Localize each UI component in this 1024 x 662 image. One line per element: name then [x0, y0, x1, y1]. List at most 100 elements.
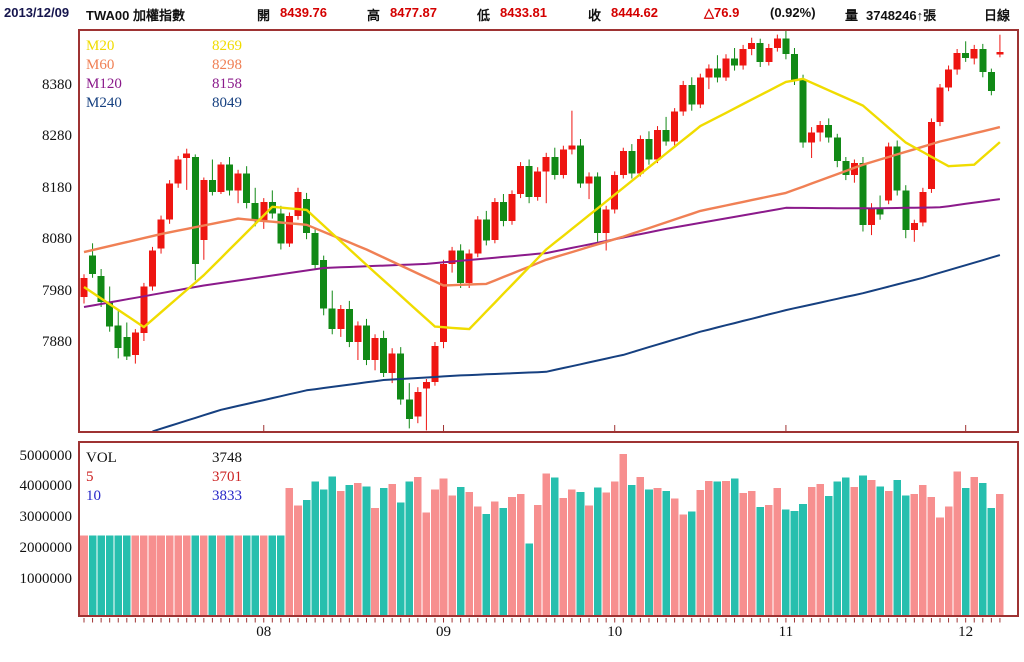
volume-bar — [713, 481, 722, 615]
volume-bar — [859, 475, 867, 615]
volume-bar — [551, 477, 559, 615]
candle-body — [731, 58, 739, 66]
candle-body — [773, 38, 781, 48]
volume-bar — [996, 494, 1004, 615]
volume-bar — [765, 504, 773, 615]
volume-bar — [174, 535, 182, 615]
candle-body — [782, 38, 790, 55]
volume-bar — [927, 497, 936, 615]
volume-bar — [285, 487, 294, 615]
candle-body — [756, 42, 764, 62]
volume-bar — [328, 476, 336, 615]
volume-bar — [568, 489, 576, 615]
ma-legend-row-value: 8298 — [212, 57, 242, 73]
volume-bar — [619, 454, 628, 615]
candle-body — [328, 308, 336, 330]
m20-line — [83, 77, 1001, 331]
m60-line — [83, 125, 1001, 287]
m240-line — [152, 254, 1001, 431]
candle-body — [542, 157, 550, 172]
volume-bar — [593, 487, 602, 615]
candle-body — [696, 77, 704, 105]
month-axis-label: 10 — [607, 624, 623, 640]
candle-body — [927, 122, 935, 189]
candle-body — [688, 85, 696, 105]
candle-body — [713, 68, 721, 78]
ma-legend-row-label: M20 — [86, 38, 115, 54]
vol-legend-row-value: 3701 — [212, 469, 242, 485]
candle-body — [594, 176, 602, 233]
ma-legend-row-label: M60 — [86, 57, 115, 73]
candle-body — [457, 250, 465, 283]
volume-bar — [739, 493, 747, 615]
volume-bar — [319, 489, 328, 615]
volume-bar — [260, 535, 268, 615]
volume-bar — [379, 487, 388, 615]
volume-bar — [182, 535, 191, 615]
candle-body — [277, 213, 285, 244]
candle-body — [131, 332, 139, 355]
candle-body — [388, 353, 396, 373]
candle-body — [508, 194, 516, 222]
candle-body — [106, 301, 114, 327]
volume-bar — [961, 487, 970, 615]
vol-legend-row: 10 3833 — [86, 487, 242, 505]
price-axis-label: 8280 — [42, 128, 72, 145]
ma-legend-row-value: 8269 — [212, 38, 242, 54]
volume-chart-pane[interactable]: VOL 3748 5 3701 10 3833 — [78, 441, 1019, 617]
candle-body — [577, 145, 584, 184]
volume-bar — [824, 496, 833, 615]
close-label: 收 — [588, 8, 602, 23]
volume-bar — [405, 481, 414, 615]
period-selector[interactable]: 日線 — [984, 8, 1011, 23]
candle-body — [833, 137, 841, 161]
volume-bar — [636, 477, 645, 615]
candle-body — [816, 125, 824, 133]
volume-bar — [842, 477, 850, 615]
symbol-name: TWA00 加權指數 — [86, 8, 185, 23]
candle-body — [371, 337, 379, 360]
volume-bar — [225, 535, 234, 615]
volume-bar — [97, 535, 105, 615]
candle-body — [628, 150, 636, 174]
candle-body — [208, 180, 216, 192]
volume-bar — [867, 480, 876, 615]
volume-bar — [456, 486, 465, 615]
volume-bar — [602, 492, 610, 615]
price-axis-label: 7980 — [42, 282, 72, 299]
ma-legend-row: M60 8298 — [86, 56, 242, 74]
candle-body — [885, 146, 893, 201]
volume-bar — [628, 484, 636, 615]
candle-body — [234, 173, 242, 191]
date-label: 2013/12/09 — [4, 5, 70, 20]
ma-legend-row: M120 8158 — [86, 75, 242, 93]
volume-bar — [80, 535, 88, 615]
ma-legend-row: M240 8049 — [86, 94, 242, 112]
volume-bar — [722, 480, 730, 615]
candle-body — [482, 219, 490, 241]
candle-body — [517, 166, 525, 194]
volume-bar — [850, 486, 859, 615]
volume-bar — [294, 505, 302, 615]
candle-body — [705, 68, 713, 78]
volume-bar — [679, 514, 687, 615]
volume-bar — [337, 490, 345, 615]
volume-bar — [979, 483, 987, 615]
price-chart-pane[interactable]: M20 8269 M60 8298 M120 8158 M240 8049 — [78, 29, 1019, 433]
volume-bar — [465, 491, 473, 615]
candle-body — [799, 79, 807, 143]
volume-bar — [191, 535, 200, 615]
ma-legend-row-label: M120 — [86, 76, 122, 92]
candle-body — [243, 173, 251, 204]
candle-body — [859, 163, 867, 225]
volume-bar — [208, 535, 217, 615]
volume-bar — [525, 543, 533, 615]
volume-bar — [491, 501, 499, 615]
ma-legend-row-value: 8158 — [212, 76, 242, 92]
candle-body — [499, 202, 507, 222]
volume-bar — [902, 495, 910, 615]
volume-bar — [516, 494, 525, 615]
price-axis-label: 8080 — [42, 231, 72, 248]
volume-bar — [944, 506, 953, 615]
